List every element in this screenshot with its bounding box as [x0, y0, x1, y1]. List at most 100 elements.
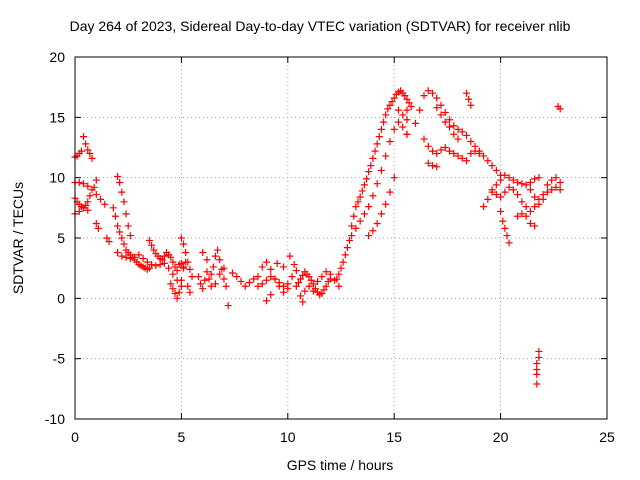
data-point [148, 241, 156, 249]
data-point [531, 175, 539, 183]
data-point [194, 273, 202, 281]
data-point [290, 261, 298, 269]
data-point [322, 282, 330, 290]
data-point [205, 275, 213, 283]
data-point [471, 147, 479, 155]
data-point [386, 101, 394, 109]
y-tick-label: -10 [45, 411, 65, 427]
data-point [548, 176, 556, 184]
data-point [463, 89, 471, 97]
data-point [280, 282, 288, 290]
data-point [458, 154, 466, 162]
data-point [492, 181, 500, 189]
data-point [297, 275, 305, 283]
data-point [535, 347, 543, 355]
data-point [403, 116, 411, 124]
data-point [458, 128, 466, 136]
data-point [394, 106, 402, 114]
data-point [533, 359, 541, 367]
data-point [556, 186, 564, 194]
data-point [314, 277, 322, 285]
data-point [271, 275, 279, 283]
data-point [526, 207, 534, 215]
x-tick-label: 25 [599, 429, 615, 445]
y-tick-label: 20 [49, 49, 65, 65]
data-point [492, 166, 500, 174]
data-points-layer [71, 87, 564, 388]
data-point [318, 273, 326, 281]
data-point [284, 285, 292, 293]
data-point [375, 133, 383, 141]
data-point [514, 178, 522, 186]
data-point [377, 210, 385, 218]
data-point [411, 119, 419, 127]
data-point [92, 220, 100, 228]
data-point [399, 123, 407, 131]
data-point [322, 268, 330, 276]
data-point [384, 105, 392, 113]
data-point [199, 285, 207, 293]
data-point [346, 236, 354, 244]
data-point [526, 178, 534, 186]
data-point [505, 183, 513, 191]
data-point [429, 162, 437, 170]
data-point [224, 302, 232, 310]
data-point [116, 228, 124, 236]
data-point [222, 282, 230, 290]
data-point [305, 273, 313, 281]
data-point [216, 256, 224, 264]
y-tick-label: -5 [53, 351, 66, 367]
data-point [535, 200, 543, 208]
data-point [526, 220, 534, 228]
data-point [454, 135, 462, 143]
data-point [509, 186, 517, 194]
data-point [254, 273, 262, 281]
data-point [216, 270, 224, 278]
ticks-layer: 0 5 10 15 20 25 -10 -5 0 5 10 15 20 [45, 49, 615, 445]
data-point [352, 224, 360, 232]
data-point [186, 265, 194, 273]
data-point [552, 174, 560, 182]
data-point [263, 276, 271, 284]
data-point [294, 279, 302, 287]
data-point [429, 147, 437, 155]
data-point [556, 105, 564, 113]
data-point [188, 273, 196, 281]
x-tick-label: 5 [178, 429, 186, 445]
data-point [450, 122, 458, 130]
data-point [286, 252, 294, 260]
data-point [433, 163, 441, 171]
data-point [186, 288, 194, 296]
data-point [309, 287, 317, 295]
data-point [182, 248, 190, 256]
data-point [173, 294, 181, 302]
data-point [101, 200, 109, 208]
data-point [267, 265, 275, 273]
data-point [88, 154, 96, 162]
data-point [403, 106, 411, 114]
y-tick-label: 0 [57, 290, 65, 306]
data-point [122, 210, 130, 218]
data-point [80, 133, 88, 141]
data-point [273, 259, 281, 267]
x-tick-label: 10 [280, 429, 296, 445]
data-point [84, 182, 92, 190]
data-point [126, 232, 134, 240]
data-point [522, 212, 530, 220]
data-point [429, 89, 437, 97]
data-point [501, 171, 509, 179]
data-point [92, 176, 100, 184]
data-point [139, 255, 147, 263]
data-point [245, 279, 253, 287]
data-point [301, 287, 309, 295]
data-point [526, 186, 534, 194]
data-point [382, 152, 390, 160]
data-point [356, 217, 364, 225]
data-point [80, 180, 88, 188]
data-point [299, 298, 307, 306]
data-point [533, 370, 541, 378]
x-axis-label: GPS time / hours [286, 457, 394, 473]
data-point [169, 270, 177, 278]
data-point [394, 118, 402, 126]
